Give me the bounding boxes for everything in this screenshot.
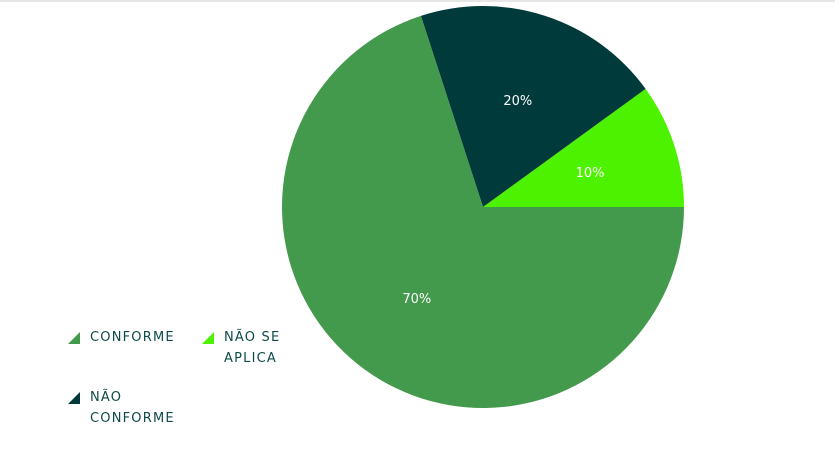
legend-item-conforme[interactable]: CONFORME [68, 330, 175, 348]
legend-label-line: NÃO SE [224, 330, 281, 345]
legend-swatch-icon [68, 332, 80, 344]
pie-slice-label: 70% [402, 292, 431, 307]
top-divider [0, 0, 835, 2]
pie-slice-conforme[interactable] [282, 15, 684, 409]
legend-swatch-icon [202, 332, 214, 344]
legend-swatch-icon [68, 392, 80, 404]
legend-item-nao-conforme[interactable]: NÃO CONFORME [68, 390, 175, 429]
pie-slice-n-o-se-aplica[interactable] [483, 88, 684, 207]
pie-slice-label: 20% [503, 94, 532, 109]
legend-label-line: CONFORME [90, 411, 175, 426]
legend-label-line: CONFORME [90, 330, 175, 345]
legend-label: NÃO CONFORME [90, 387, 175, 429]
legend-label: CONFORME [90, 327, 175, 348]
legend-label-line: NÃO [90, 390, 123, 405]
legend-label-line: APLICA [224, 351, 277, 366]
legend-label: NÃO SE APLICA [224, 327, 280, 369]
legend-item-nao-se-aplica[interactable]: NÃO SE APLICA [202, 330, 280, 369]
pie-slice-label: 10% [576, 166, 605, 181]
pie-slice-n-o-conforme[interactable] [420, 6, 646, 207]
